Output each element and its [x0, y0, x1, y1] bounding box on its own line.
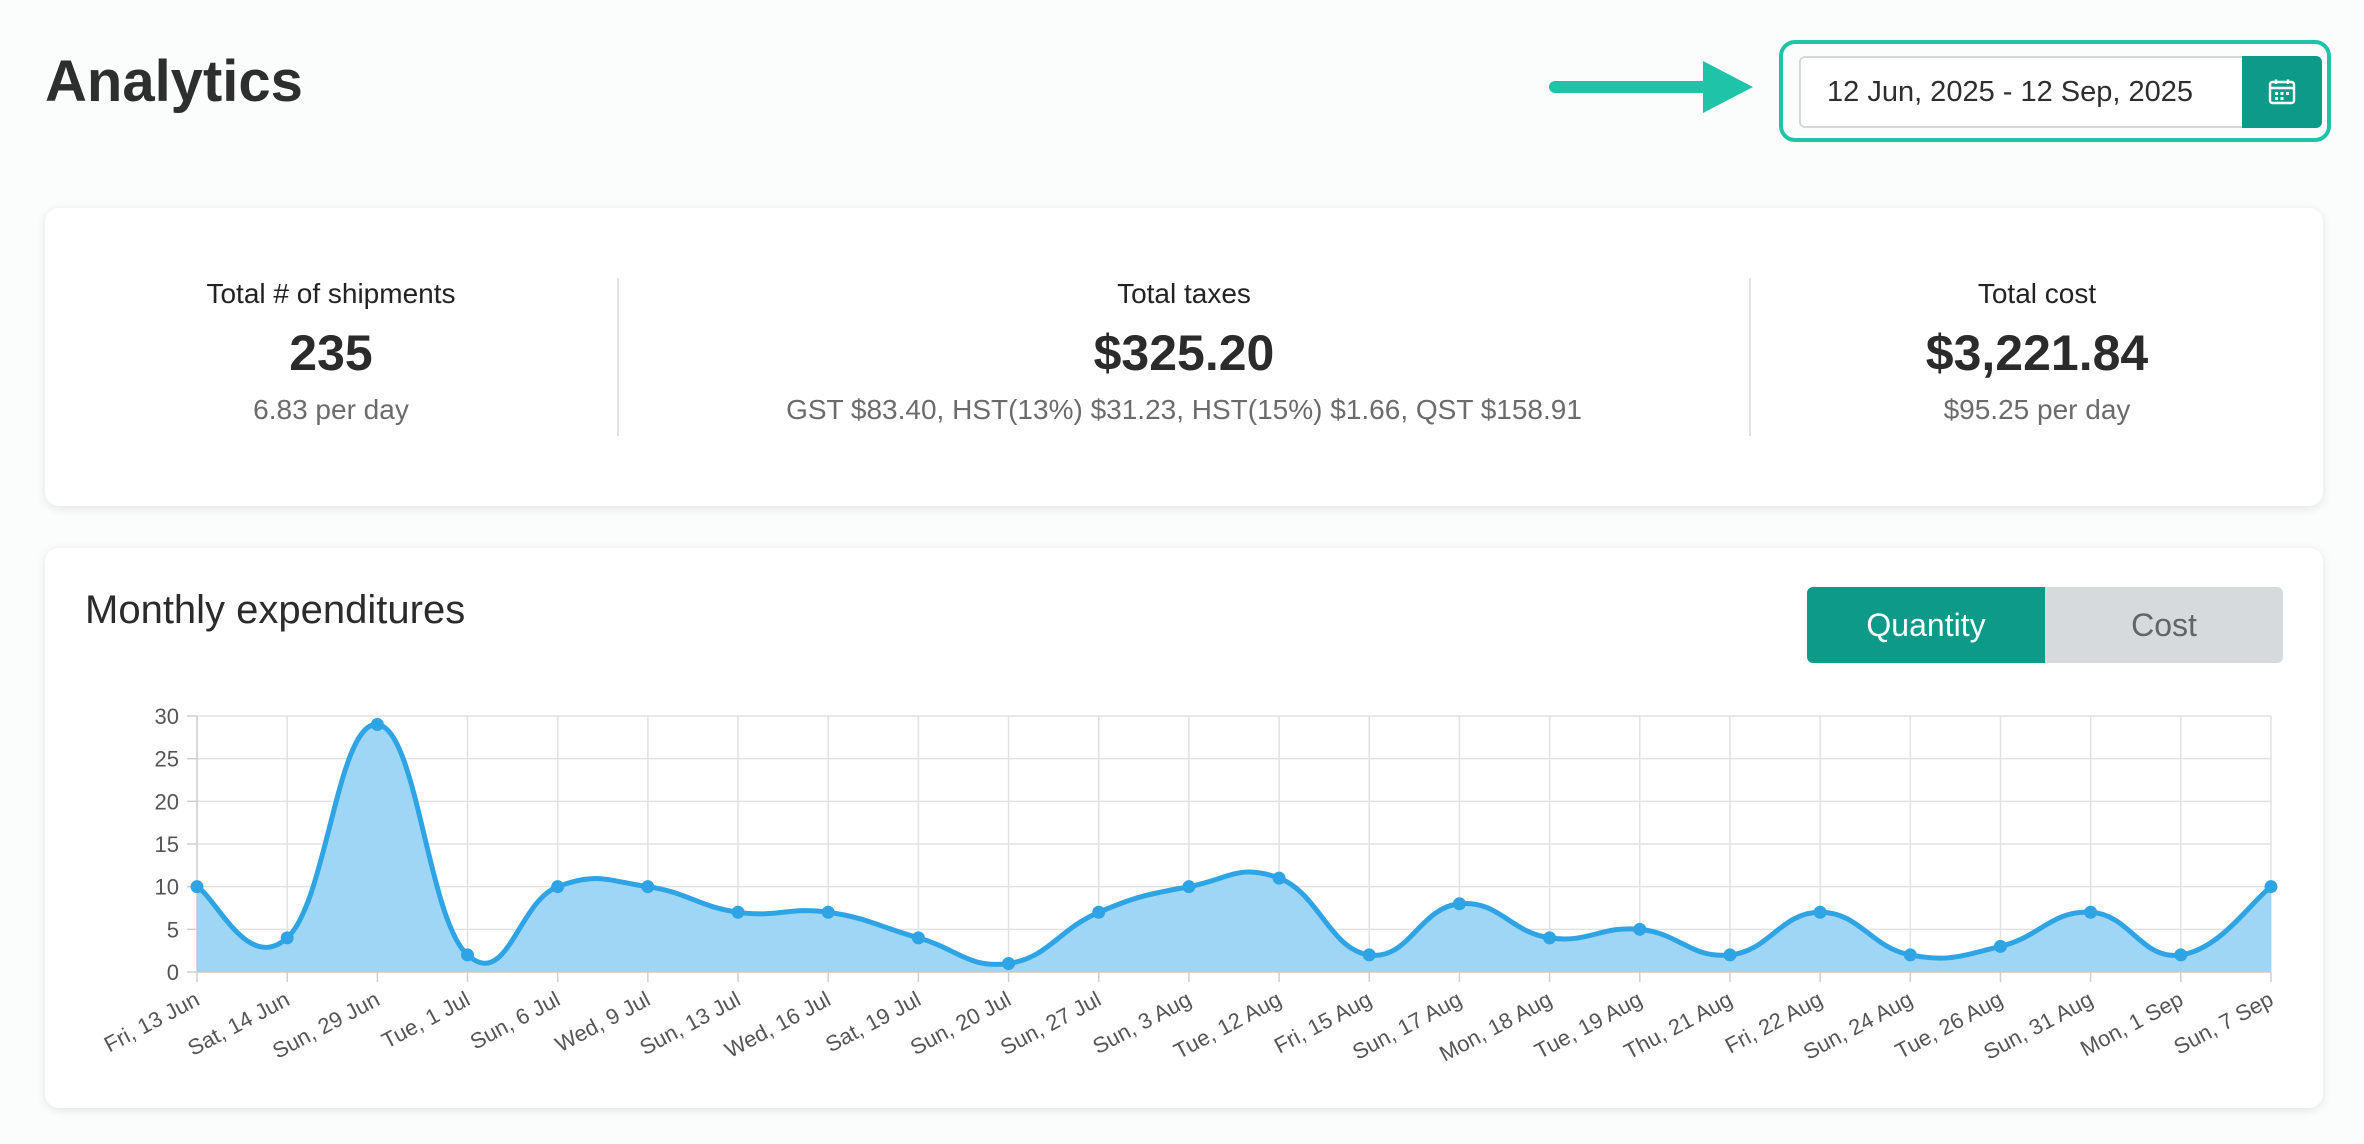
stat-label: Total taxes — [1117, 278, 1251, 309]
data-point — [1092, 905, 1106, 919]
date-picker-button[interactable] — [2242, 56, 2322, 128]
stat-subtext: $95.25 per day — [1943, 394, 2131, 425]
stat-divider — [1749, 278, 1751, 436]
data-point — [1723, 948, 1737, 962]
data-point — [641, 880, 655, 894]
chart-title: Monthly expenditures — [85, 588, 466, 632]
data-point — [731, 905, 745, 919]
page-title: Analytics — [45, 49, 303, 114]
data-point — [551, 880, 565, 894]
data-point — [821, 905, 835, 919]
stat-divider — [617, 278, 619, 436]
data-point — [1182, 880, 1196, 894]
data-point — [190, 880, 204, 894]
stat-cost: Total cost $3,221.84 $95.25 per day — [1751, 278, 2323, 426]
y-tick-label: 25 — [155, 747, 179, 772]
x-tick-label: Sun, 20 Jul — [906, 986, 1015, 1060]
stat-shipments: Total # of shipments 235 6.83 per day — [45, 278, 617, 426]
stat-value: $3,221.84 — [1925, 325, 2149, 381]
calendar-icon — [2268, 79, 2296, 105]
data-point — [911, 931, 925, 945]
data-point — [1272, 871, 1286, 885]
stat-value: 235 — [289, 325, 373, 381]
data-point — [1543, 931, 1557, 945]
data-point — [461, 948, 475, 962]
y-tick-label: 20 — [155, 789, 179, 814]
data-point — [1002, 956, 1016, 970]
data-point — [2084, 905, 2098, 919]
y-tick-label: 0 — [167, 960, 179, 985]
stat-taxes: Total taxes $325.20 GST $83.40, HST(13%)… — [619, 278, 1749, 426]
date-range-highlight — [1779, 40, 2331, 142]
y-tick-label: 5 — [167, 917, 179, 942]
data-point — [2264, 880, 2278, 894]
stat-subtext: 6.83 per day — [253, 394, 409, 425]
x-tick-label: Mon, 1 Sep — [2076, 986, 2187, 1061]
stat-subtext: GST $83.40, HST(13%) $31.23, HST(15%) $1… — [786, 394, 1582, 425]
stat-value: $325.20 — [1093, 325, 1275, 381]
y-tick-label: 15 — [155, 832, 179, 857]
toggle-cost-button[interactable]: Cost — [2045, 587, 2283, 663]
x-tick-label: Sat, 19 Jul — [821, 986, 925, 1057]
x-tick-label: Wed, 9 Jul — [551, 986, 654, 1057]
data-point — [1993, 939, 2007, 953]
expenditures-card: Monthly expenditures Quantity Cost 0 5 10 1… — [45, 548, 2323, 1108]
data-point — [370, 718, 384, 732]
x-tick-label: Sun, 6 Jul — [466, 986, 564, 1054]
stat-label: Total cost — [1977, 278, 2097, 309]
stat-label: Total # of shipments — [206, 278, 456, 309]
data-point — [1813, 905, 1827, 919]
x-tick-label: Sun, 7 Sep — [2169, 986, 2277, 1059]
y-tick-label: 10 — [155, 875, 179, 900]
y-tick-label: 30 — [155, 704, 179, 729]
data-point — [1903, 948, 1917, 962]
series-area — [197, 724, 2271, 972]
data-point — [2174, 948, 2188, 962]
data-point — [1633, 922, 1647, 936]
data-point — [280, 931, 294, 945]
arrow-right-icon — [1549, 61, 1753, 113]
x-tick-label: Tue, 1 Jul — [378, 986, 474, 1053]
x-tick-label: Sun, 27 Jul — [996, 986, 1105, 1060]
summary-card: Total # of shipments 235 6.83 per day To… — [45, 208, 2323, 506]
data-point — [1362, 948, 1376, 962]
toggle-quantity-button[interactable]: Quantity — [1807, 587, 2045, 663]
date-range-input[interactable]: 12 Jun, 2025 - 12 Sep, 2025 — [1799, 56, 2242, 128]
data-point — [1452, 897, 1466, 911]
